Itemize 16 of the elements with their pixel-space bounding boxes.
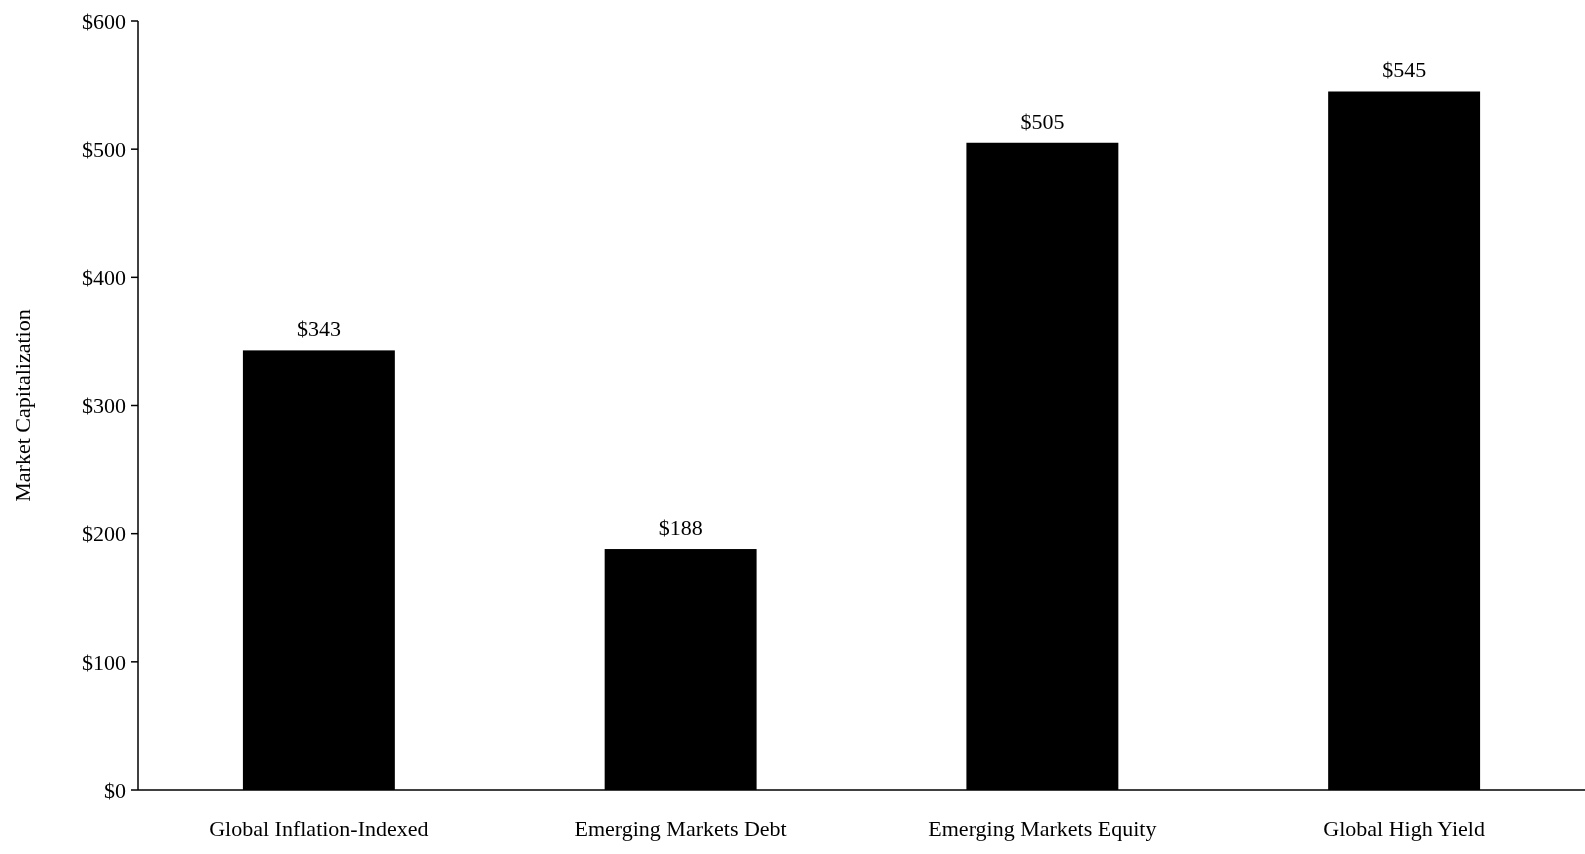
data-label: $343	[296, 316, 341, 342]
data-label: $505	[1020, 108, 1065, 134]
y-tick-label: $200	[82, 521, 126, 547]
y-tick-label: $100	[82, 649, 126, 675]
y-axis-title: Market Capitalization	[10, 309, 35, 502]
y-tick-label: $500	[82, 136, 126, 162]
x-tick-label: Global High Yield	[1323, 816, 1485, 841]
x-tick-label: Global Inflation-Indexed	[209, 816, 429, 841]
data-label: $545	[1382, 57, 1427, 83]
x-tick-label: Emerging Markets Equity	[928, 816, 1157, 841]
y-tick-label: $400	[82, 265, 126, 291]
data-label: $188	[658, 515, 703, 541]
x-tick-label: Emerging Markets Debt	[574, 816, 787, 841]
y-tick-label: $300	[82, 393, 126, 419]
y-tick-label: $600	[82, 8, 126, 34]
y-tick-label: $0	[104, 777, 126, 803]
